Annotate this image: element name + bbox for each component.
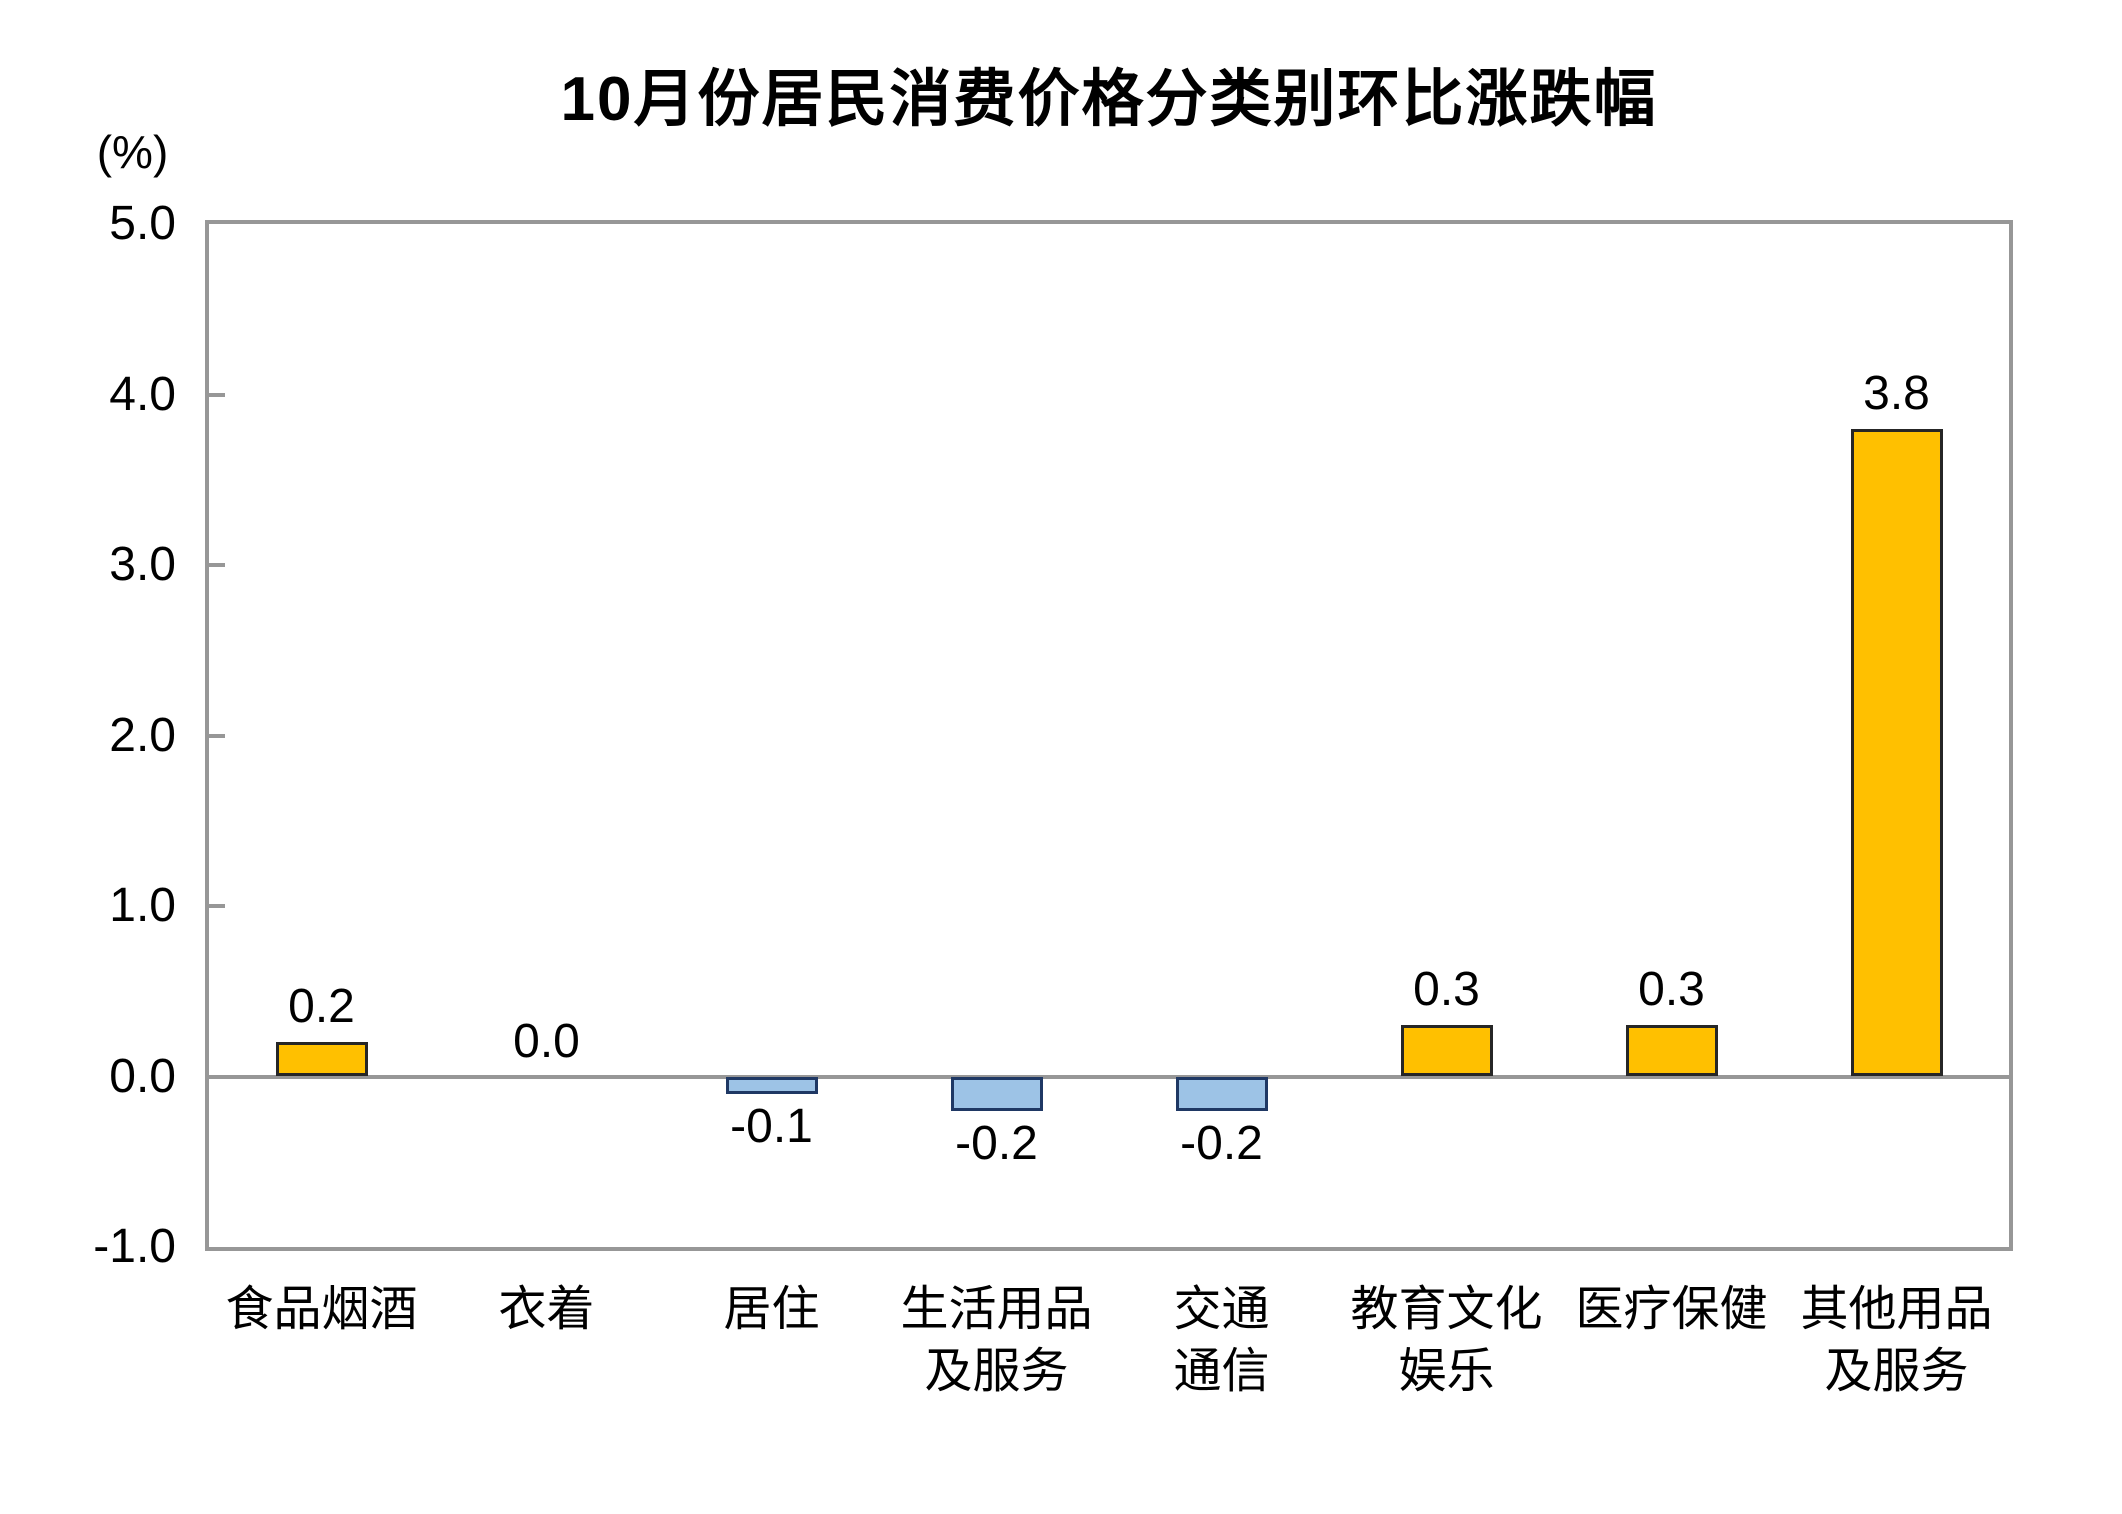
- y-tick-mark: [209, 904, 225, 908]
- bar-0: [275, 1042, 368, 1077]
- bar-5: [1400, 1025, 1493, 1077]
- x-category-label-line: 交通: [1173, 1283, 1270, 1336]
- y-tick-label: 2.0: [109, 708, 176, 762]
- x-category-label-line: 及服务: [1824, 1345, 1969, 1398]
- x-category-label-line: 生活用品: [900, 1283, 1093, 1336]
- x-category-label-line: 娱乐: [1398, 1345, 1495, 1398]
- x-category-label-line: 教育文化: [1350, 1283, 1543, 1336]
- y-tick-mark: [209, 563, 225, 567]
- x-category-label-line: 及服务: [924, 1345, 1069, 1398]
- x-category-label: 医疗保健: [1559, 1279, 1784, 1341]
- bar-6: [1625, 1025, 1718, 1077]
- bar-value-label: -0.2: [955, 1116, 1038, 1170]
- bar-value-label: 0.3: [1638, 963, 1705, 1017]
- bar-value-label: 3.8: [1863, 366, 1930, 420]
- bar-value-label: -0.1: [730, 1099, 813, 1153]
- y-tick-label: 0.0: [109, 1049, 176, 1103]
- x-category-label: 生活用品 及服务: [884, 1279, 1109, 1403]
- x-category-label: 其他用品 及服务: [1784, 1279, 2009, 1403]
- y-tick-mark: [209, 392, 225, 397]
- chart-title: 10月份居民消费价格分类别环比涨跌幅: [560, 65, 1658, 134]
- x-category-label-line: 居住: [723, 1283, 820, 1336]
- bar-value-label: 0.2: [288, 980, 355, 1034]
- y-tick-label: 3.0: [109, 538, 176, 591]
- x-category-label: 交通 通信: [1109, 1279, 1334, 1403]
- y-tick-label: -1.0: [93, 1220, 176, 1273]
- x-category-label: 食品烟酒: [209, 1279, 434, 1341]
- y-tick-mark: [209, 733, 225, 738]
- bar-value-label: -0.2: [1180, 1116, 1263, 1170]
- bar-value-label: 0.0: [513, 1014, 580, 1068]
- plot-area: 0.2 0.0 -0.1 -0.2 -0.2 0.3 0.3 3.8: [205, 220, 2013, 1251]
- bar-7: [1850, 428, 1943, 1077]
- x-category-label-line: 医疗保健: [1575, 1283, 1768, 1336]
- x-category-label-line: 其他用品: [1800, 1283, 1993, 1336]
- zero-axis-line: [209, 1074, 2009, 1079]
- y-tick-label: 4.0: [109, 367, 176, 421]
- y-tick-label: 5.0: [109, 197, 176, 250]
- bar-3: [950, 1076, 1043, 1111]
- y-tick-label: 1.0: [109, 879, 176, 932]
- x-category-label: 衣着: [434, 1279, 659, 1341]
- bar-2: [725, 1076, 818, 1094]
- x-category-label-line: 食品烟酒: [225, 1283, 418, 1336]
- x-category-label-line: 通信: [1173, 1345, 1270, 1398]
- bar-value-label: 0.3: [1413, 963, 1480, 1017]
- x-category-label-line: 衣着: [498, 1283, 595, 1336]
- x-category-label: 教育文化 娱乐: [1334, 1279, 1559, 1403]
- y-axis-unit-label: (%): [96, 126, 169, 178]
- bar-4: [1175, 1076, 1268, 1111]
- x-category-label: 居住: [659, 1279, 884, 1341]
